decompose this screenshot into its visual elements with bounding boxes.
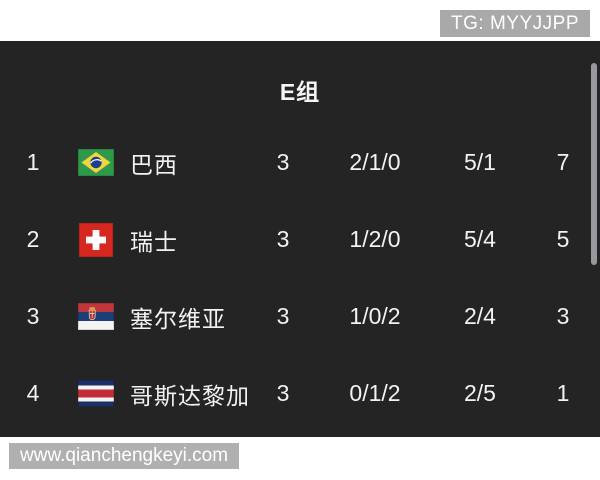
group-title: E组 bbox=[279, 79, 321, 105]
serbia-flag-icon bbox=[78, 303, 114, 330]
team-name: 瑞士 bbox=[130, 228, 178, 255]
win-draw-loss: 0/1/2 bbox=[349, 380, 401, 406]
matches-played: 3 bbox=[276, 149, 290, 175]
scrollbar-thumb[interactable] bbox=[591, 63, 597, 265]
points: 5 bbox=[556, 226, 570, 252]
win-draw-loss: 1/2/0 bbox=[349, 226, 401, 252]
standings-table: 1 巴西 3 2/1/0 5/1 7 2 bbox=[0, 124, 588, 432]
rank-label: 1 bbox=[26, 149, 40, 175]
points: 3 bbox=[556, 303, 570, 329]
win-draw-loss: 1/0/2 bbox=[349, 303, 401, 329]
team-name: 哥斯达黎加 bbox=[130, 382, 250, 409]
goals-for-against: 5/4 bbox=[464, 226, 496, 252]
goals-for-against: 2/5 bbox=[464, 380, 496, 406]
rank-label: 3 bbox=[26, 303, 40, 329]
matches-played: 3 bbox=[276, 226, 290, 252]
win-draw-loss: 2/1/0 bbox=[349, 149, 401, 175]
rank-label: 2 bbox=[26, 226, 40, 252]
table-row[interactable]: 1 巴西 3 2/1/0 5/1 7 bbox=[0, 124, 588, 201]
costa-rica-flag-icon bbox=[78, 380, 114, 407]
team-name: 塞尔维亚 bbox=[130, 305, 226, 332]
table-row[interactable]: 3 塞尔维亚 3 1/0/2 2/4 3 bbox=[0, 278, 588, 355]
telegram-watermark-badge: TG: MYYJJPP bbox=[440, 10, 590, 37]
matches-played: 3 bbox=[276, 380, 290, 406]
rank-label: 4 bbox=[26, 380, 40, 406]
points: 1 bbox=[556, 380, 570, 406]
switzerland-flag-icon bbox=[79, 222, 113, 257]
table-row[interactable]: 2 瑞士 3 1/2/0 5/4 5 bbox=[0, 201, 588, 278]
team-name: 巴西 bbox=[130, 151, 178, 178]
table-row[interactable]: 4 哥斯达黎加 3 0/1/2 2/5 1 bbox=[0, 355, 588, 432]
points: 7 bbox=[556, 149, 570, 175]
brazil-flag-icon bbox=[78, 149, 114, 176]
matches-played: 3 bbox=[276, 303, 290, 329]
goals-for-against: 2/4 bbox=[464, 303, 496, 329]
goals-for-against: 5/1 bbox=[464, 149, 496, 175]
group-standings-panel: E组 1 巴西 3 2/1/0 5/1 7 bbox=[0, 41, 600, 437]
website-watermark-badge: www.qianchengkeyi.com bbox=[9, 443, 240, 469]
